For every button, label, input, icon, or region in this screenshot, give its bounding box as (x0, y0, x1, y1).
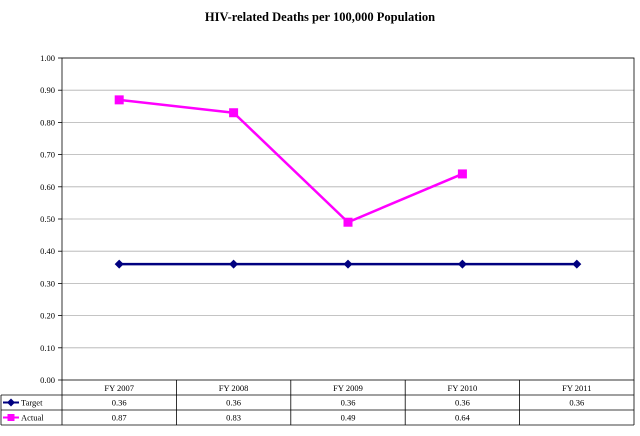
data-point-actual (229, 108, 239, 118)
data-point-target (114, 259, 124, 269)
legend-marker-actual (7, 414, 15, 421)
data-point-actual (114, 95, 124, 105)
y-tick-label: 0.40 (40, 246, 55, 256)
y-tick-label: 0.90 (40, 85, 55, 95)
x-tick-label: FY 2008 (219, 383, 249, 393)
data-table-value: 0.36 (341, 398, 356, 408)
y-tick-label: 0.60 (40, 182, 55, 192)
y-tick-label: 0.70 (40, 150, 55, 160)
data-table-value: 0.36 (569, 398, 584, 408)
x-tick-label: FY 2010 (448, 383, 478, 393)
legend-label-actual: Actual (21, 413, 44, 423)
y-tick-label: 0.20 (40, 311, 55, 321)
data-point-target (457, 259, 467, 269)
data-table-value: 0.83 (226, 413, 241, 423)
data-table-value: 0.49 (341, 413, 356, 423)
data-table-value: 0.87 (112, 413, 127, 423)
plot-area (61, 57, 635, 381)
chart-title: HIV-related Deaths per 100,000 Populatio… (205, 10, 435, 24)
series-line-actual (119, 98, 463, 224)
data-point-actual (343, 217, 353, 227)
data-table-value: 0.36 (112, 398, 127, 408)
y-tick-label: 0.30 (40, 278, 55, 288)
y-tick-label: 0.50 (40, 214, 55, 224)
data-table-value: 0.64 (455, 413, 471, 423)
x-tick-label: FY 2009 (333, 383, 363, 393)
x-tick-label: FY 2007 (104, 383, 134, 393)
y-tick-label: 1.00 (40, 53, 55, 63)
data-point-actual (457, 169, 467, 179)
y-tick-label: 0.80 (40, 117, 55, 127)
legend-marker-target (7, 398, 15, 407)
y-tick-label: 0.10 (40, 343, 55, 353)
y-tick-label: 0.00 (40, 375, 55, 385)
data-table-value: 0.36 (226, 398, 241, 408)
data-point-target (343, 259, 353, 269)
data-table-value: 0.36 (455, 398, 470, 408)
legend-label-target: Target (21, 398, 43, 408)
data-point-target (572, 259, 582, 269)
x-tick-label: FY 2011 (562, 383, 591, 393)
data-point-target (229, 259, 239, 269)
